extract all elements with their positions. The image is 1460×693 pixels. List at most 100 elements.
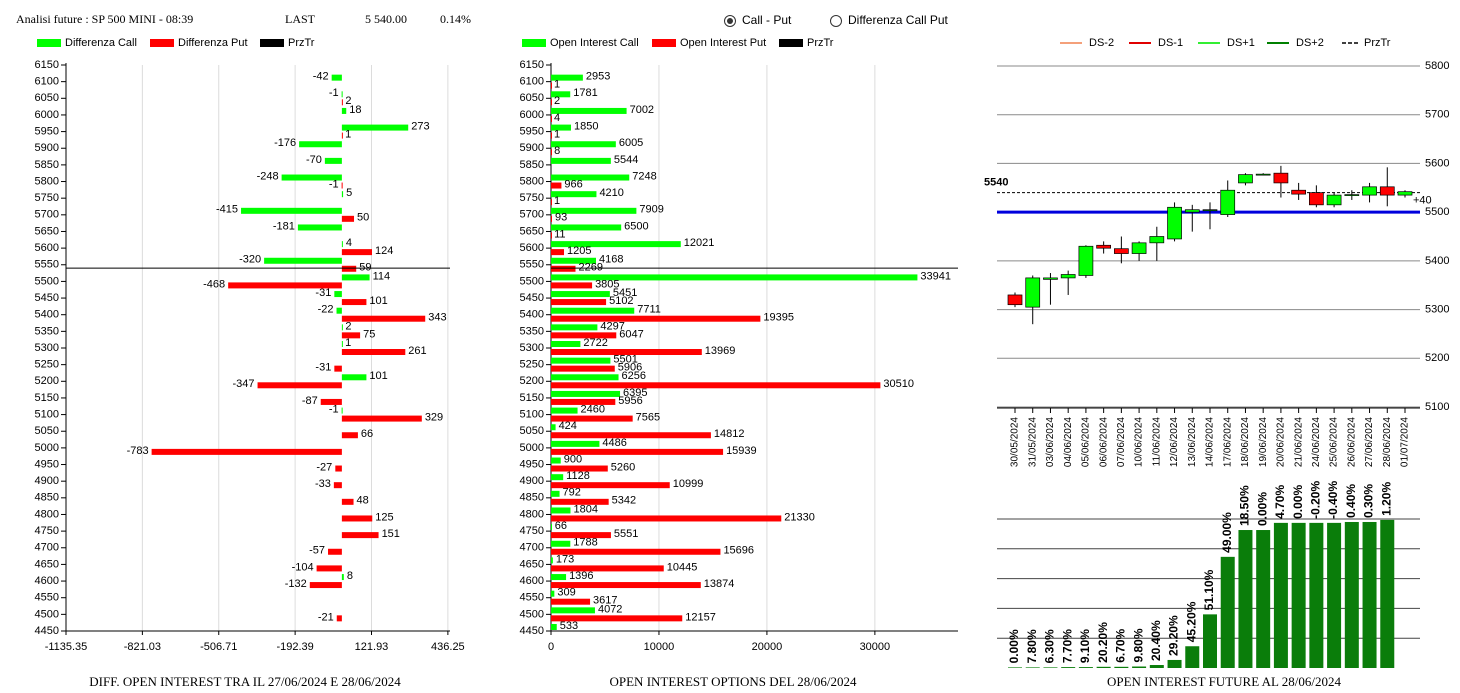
value-label: -1 [329, 403, 339, 415]
x-tick-label: 13/06/2024 [1187, 417, 1198, 467]
value-label: 124 [375, 245, 393, 257]
value-label: 1 [345, 337, 351, 349]
bar [341, 91, 343, 98]
bar [1185, 646, 1200, 668]
bar [299, 141, 342, 148]
x-tick-label: -192.39 [276, 641, 313, 653]
bar [336, 615, 342, 622]
legend-swatch [150, 39, 174, 47]
y-tick-label: 5600 [520, 242, 544, 254]
value-label: 5551 [614, 528, 638, 540]
value-label: 1 [554, 128, 560, 140]
value-label: 8 [347, 570, 353, 582]
bar [334, 365, 342, 372]
radio-label[interactable]: Differenza Call Put [848, 13, 948, 27]
bar [341, 374, 367, 381]
candle-body [1379, 186, 1395, 196]
legend-swatch [522, 39, 546, 47]
x-tick-label: 26/06/2024 [1346, 417, 1357, 467]
x-tick-label: -506.71 [200, 641, 237, 653]
bar [551, 457, 561, 464]
value-label: 3617 [593, 595, 617, 607]
bar [551, 548, 721, 555]
bar [551, 598, 591, 605]
value-label: 20.40% [1149, 620, 1163, 661]
bar [341, 341, 343, 347]
value-label: -104 [292, 561, 314, 573]
legend-label: Differenza Put [178, 37, 248, 49]
price-label: 5540 [984, 177, 1008, 189]
value-label: 173 [556, 553, 574, 565]
bar [551, 440, 600, 447]
value-label: -31 [315, 287, 331, 299]
value-label: 45.20% [1184, 601, 1198, 642]
y-tick-label: 5750 [35, 192, 59, 204]
bar [341, 132, 343, 139]
last-change: 0.14% [440, 12, 471, 26]
bar [341, 191, 344, 198]
value-label: 10999 [673, 478, 704, 490]
bar [551, 565, 664, 572]
radio-diff[interactable]: Differenza Call Put [830, 13, 949, 27]
value-label: 2 [554, 95, 560, 107]
bar [333, 482, 342, 489]
value-label: 261 [408, 345, 426, 357]
y-tick-label: 5350 [520, 325, 544, 337]
value-label: -27 [316, 461, 332, 473]
y-tick-label: 5400 [520, 309, 544, 321]
y-tick-label: 4450 [35, 625, 59, 637]
bar [551, 82, 552, 89]
legend-label: DS+1 [1227, 37, 1255, 49]
value-label: -22 [318, 304, 334, 316]
bar [551, 291, 610, 298]
value-label: 1.20% [1379, 482, 1393, 516]
y-tick-label: 5150 [35, 392, 59, 404]
value-label: 4210 [599, 187, 623, 199]
y-tick-label: 5100 [520, 408, 544, 420]
bar [551, 324, 598, 331]
candle-body [1202, 209, 1218, 212]
x-tick-label: 01/07/2024 [1400, 417, 1411, 467]
value-label: 792 [563, 487, 581, 499]
bar [1291, 522, 1306, 668]
value-label: 7909 [639, 204, 663, 216]
radio-call-put[interactable]: Call - Put [724, 13, 793, 27]
value-label: 18.50% [1238, 485, 1252, 526]
y-tick-label: 5400 [1425, 255, 1449, 267]
y-tick-label: 5800 [35, 175, 59, 187]
y-tick-label: 4850 [35, 492, 59, 504]
value-label: 1788 [573, 537, 597, 549]
value-label: 424 [559, 420, 577, 432]
bar [551, 149, 552, 156]
x-tick-label: 30/05/2024 [1010, 417, 1021, 467]
value-label: 114 [373, 270, 391, 282]
y-tick-label: 5550 [520, 259, 544, 271]
value-label: 7565 [636, 411, 660, 423]
x-tick-label: 31/05/2024 [1027, 417, 1038, 467]
bar [341, 124, 409, 131]
radio[interactable] [830, 15, 842, 27]
x-tick-label: 21/06/2024 [1293, 417, 1304, 467]
value-label: 9.80% [1131, 628, 1145, 662]
radio-label[interactable]: Call - Put [742, 13, 792, 27]
candle-body [1025, 277, 1041, 308]
y-tick-label: 5350 [35, 325, 59, 337]
bar [1149, 665, 1164, 668]
y-tick-label: 5700 [520, 209, 544, 221]
bar [241, 207, 342, 214]
bar [551, 515, 782, 522]
candle-body [1078, 245, 1094, 276]
y-tick-label: 5200 [520, 375, 544, 387]
y-tick-label: 4700 [520, 542, 544, 554]
bar [341, 532, 379, 539]
value-label: 5906 [618, 362, 642, 374]
y-tick-label: 5900 [35, 142, 59, 154]
value-label: 966 [564, 178, 582, 190]
value-label: 66 [361, 428, 373, 440]
bar [551, 265, 576, 272]
candle-body [1167, 206, 1182, 240]
value-label: 29.20% [1167, 615, 1181, 656]
value-label: -21 [318, 611, 334, 623]
x-tick-label: 20/06/2024 [1276, 417, 1287, 467]
value-label: 2953 [586, 71, 610, 83]
